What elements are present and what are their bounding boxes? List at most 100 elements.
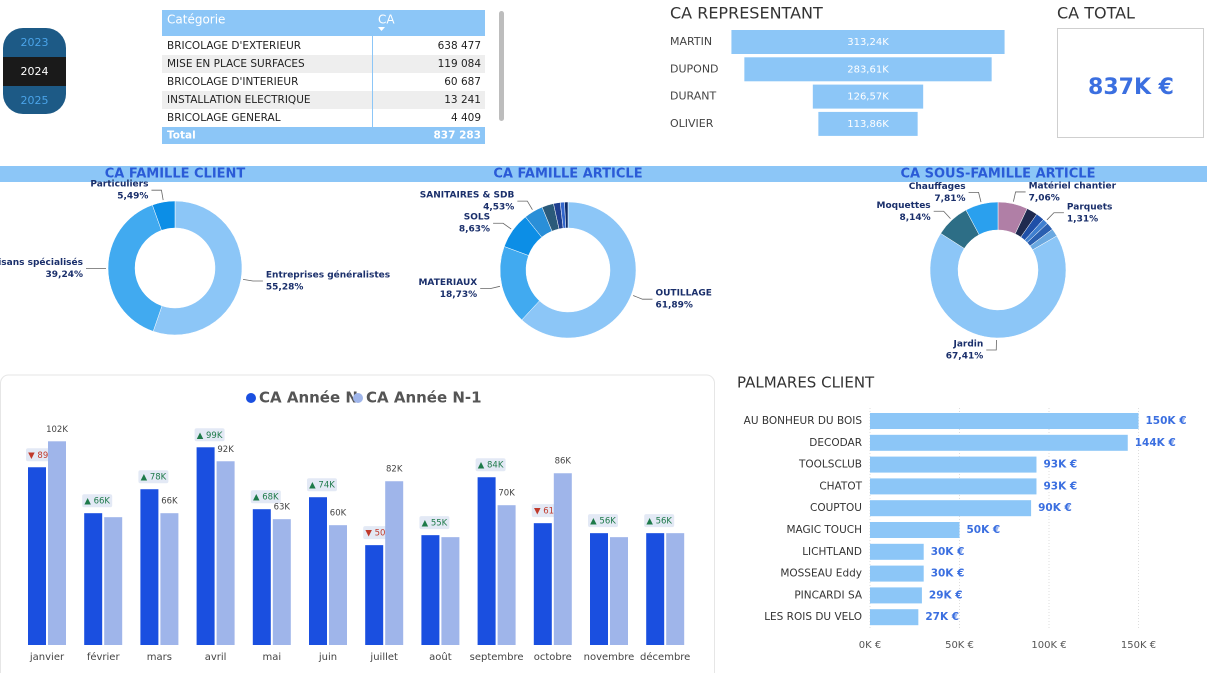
category-label: MOSSEAU Eddy bbox=[780, 568, 862, 580]
bar bbox=[646, 533, 665, 645]
leader-line bbox=[1046, 212, 1064, 221]
scrollbar[interactable] bbox=[499, 11, 504, 121]
x-tick-label: 100K € bbox=[1031, 640, 1066, 651]
card-title: CA TOTAL bbox=[1057, 4, 1135, 23]
value-label: ▲ 66K bbox=[84, 497, 110, 507]
category-label: DECODAR bbox=[809, 437, 862, 449]
slicer-item[interactable]: 2023 bbox=[21, 36, 49, 49]
value-label: ▲ 56K bbox=[646, 517, 672, 527]
label-bg bbox=[138, 470, 169, 484]
donut-slice bbox=[521, 201, 637, 339]
bar bbox=[744, 57, 992, 82]
label-bg bbox=[307, 478, 337, 492]
bar[interactable] bbox=[870, 565, 924, 582]
value-label: ▼ 61K bbox=[534, 507, 560, 517]
slice-value: 5,49% bbox=[117, 192, 148, 202]
slice-value: 7,81% bbox=[934, 194, 965, 204]
value-label: ▲ 74K bbox=[309, 481, 335, 491]
value-label: ▲ 68K bbox=[253, 493, 279, 503]
bar[interactable] bbox=[870, 587, 922, 604]
slice-value: 39,24% bbox=[46, 270, 84, 280]
card-frame bbox=[1057, 28, 1204, 138]
bar[interactable] bbox=[870, 500, 1032, 517]
slicer-item[interactable]: 2025 bbox=[21, 94, 49, 107]
chart-title: CA FAMILLE ARTICLE bbox=[493, 167, 642, 182]
column-header[interactable]: CA bbox=[378, 13, 395, 27]
bar bbox=[497, 505, 516, 645]
category-label: CHATOT bbox=[819, 480, 862, 492]
legend-label[interactable]: CA Année N bbox=[259, 389, 358, 407]
value-label: ▲ 99K bbox=[197, 431, 223, 441]
slice-value: 18,73% bbox=[440, 290, 478, 300]
slice-label: Entreprises généralistes bbox=[266, 270, 390, 281]
bar[interactable] bbox=[870, 543, 924, 560]
bar[interactable] bbox=[870, 478, 1037, 495]
bar bbox=[533, 523, 552, 645]
value-label: 66K bbox=[161, 497, 178, 507]
value-label: ▲ 84K bbox=[478, 461, 504, 471]
bar[interactable] bbox=[870, 434, 1128, 451]
slicer-selected bbox=[3, 57, 66, 86]
chart-title: PALMARES CLIENT bbox=[737, 374, 875, 392]
x-tick-label: septembre bbox=[470, 652, 524, 663]
donut-slice bbox=[107, 204, 163, 332]
cell: BRICOLAGE D'EXTERIEUR bbox=[167, 40, 301, 52]
value-label: 93K € bbox=[1043, 459, 1077, 471]
slice-value: 55,28% bbox=[266, 283, 304, 293]
category-label: LICHTLAND bbox=[802, 546, 862, 558]
value-label: ▲ 56K bbox=[590, 517, 616, 527]
leader-line bbox=[242, 278, 263, 282]
slicer-item[interactable]: 2024 bbox=[21, 65, 49, 78]
cell: 4 409 bbox=[451, 112, 481, 124]
category-label: AU BONHEUR DU BOIS bbox=[744, 415, 863, 427]
category-label: LES ROIS DU VELO bbox=[764, 611, 862, 623]
donut-slice bbox=[965, 201, 999, 236]
chart-title: CA REPRESENTANT bbox=[670, 4, 823, 23]
cell: BRICOLAGE GENERAL bbox=[167, 112, 281, 124]
leader-line bbox=[633, 295, 653, 300]
value-label: 60K bbox=[330, 509, 347, 519]
bar bbox=[160, 513, 179, 645]
value-label: 63K bbox=[274, 503, 291, 513]
bar[interactable] bbox=[870, 609, 919, 626]
slice-value: 4,53% bbox=[483, 203, 514, 213]
slice-label: Chauffages bbox=[909, 182, 966, 192]
sort-arrow bbox=[378, 27, 385, 31]
bar bbox=[477, 477, 496, 645]
leader-line bbox=[480, 285, 501, 290]
bar[interactable] bbox=[870, 522, 960, 538]
cell: 13 241 bbox=[444, 94, 481, 106]
value-label: 50K € bbox=[967, 524, 1001, 536]
bar bbox=[309, 497, 327, 645]
x-tick-label: 150K € bbox=[1121, 640, 1156, 651]
bar[interactable] bbox=[870, 413, 1139, 429]
value-label: 126,57K bbox=[847, 92, 889, 103]
bar bbox=[441, 537, 460, 645]
value-label: 90K € bbox=[1038, 502, 1072, 514]
x-tick-label: mai bbox=[262, 652, 281, 663]
bar bbox=[731, 30, 1005, 54]
label-bg bbox=[82, 494, 113, 508]
bar[interactable] bbox=[870, 456, 1037, 473]
value-label: ▲ 55K bbox=[422, 519, 448, 529]
label-bg bbox=[194, 428, 225, 442]
bar bbox=[140, 489, 159, 645]
legend-label[interactable]: CA Année N-1 bbox=[366, 389, 482, 407]
slice-label: Jardin bbox=[952, 339, 983, 349]
total-bg bbox=[162, 127, 485, 144]
legend-marker bbox=[353, 393, 363, 403]
leader-line bbox=[151, 189, 164, 201]
bar bbox=[812, 84, 924, 109]
label-bg bbox=[644, 514, 675, 528]
label-bg bbox=[250, 490, 281, 504]
bar bbox=[272, 519, 291, 645]
slice-value: 7,06% bbox=[1029, 193, 1060, 203]
leader-line bbox=[1013, 191, 1026, 202]
total-value: 837 283 bbox=[434, 130, 482, 142]
donut-slice bbox=[564, 201, 569, 229]
x-tick-label: octobre bbox=[534, 652, 572, 663]
value-label: 30K € bbox=[931, 568, 965, 580]
cell: 119 084 bbox=[438, 58, 482, 70]
bar bbox=[216, 461, 235, 645]
